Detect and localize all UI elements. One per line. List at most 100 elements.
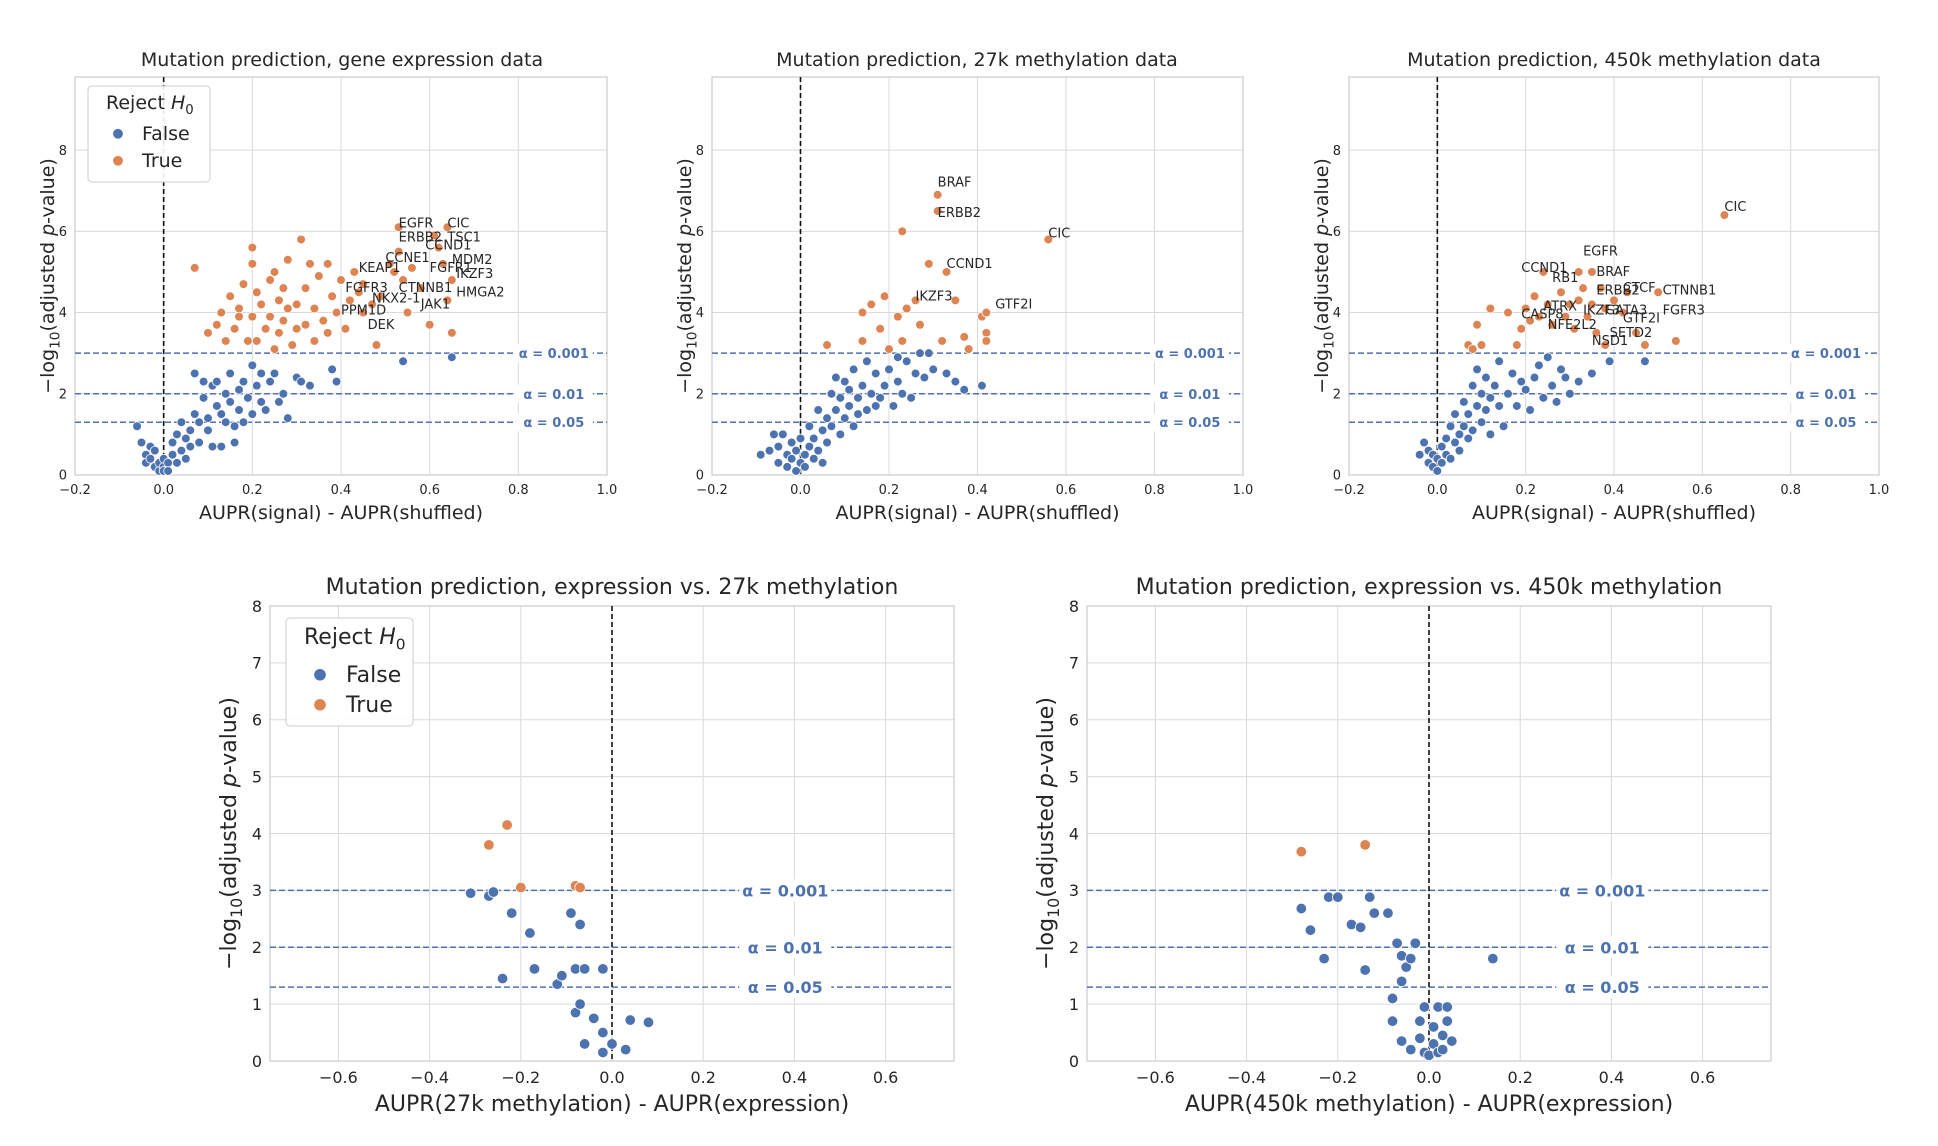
point-significant bbox=[438, 259, 448, 269]
threshold-label: α = 0.01 bbox=[1796, 388, 1857, 403]
point-not-significant bbox=[176, 417, 187, 428]
point-not-significant bbox=[1494, 401, 1504, 411]
point-not-significant bbox=[1516, 376, 1527, 387]
point-not-significant bbox=[1450, 437, 1460, 448]
point-significant bbox=[884, 344, 894, 354]
point-not-significant bbox=[1405, 1043, 1417, 1056]
point-significant bbox=[309, 303, 320, 314]
point-not-significant bbox=[1467, 380, 1478, 391]
point-significant bbox=[282, 254, 293, 265]
point-not-significant bbox=[496, 972, 509, 985]
point-not-significant bbox=[132, 421, 142, 432]
point-significant bbox=[318, 315, 329, 326]
point-not-significant bbox=[826, 421, 837, 432]
point-not-significant bbox=[229, 437, 240, 448]
threshold-label-bg bbox=[739, 879, 832, 902]
point-significant bbox=[932, 206, 943, 216]
point-significant bbox=[857, 307, 868, 318]
threshold-label-bg bbox=[1787, 413, 1865, 432]
x-tick-label: 0.0 bbox=[1416, 1068, 1441, 1087]
point-not-significant bbox=[238, 376, 249, 387]
point-significant bbox=[247, 259, 258, 269]
point-not-significant bbox=[831, 405, 841, 415]
point-not-significant bbox=[398, 356, 408, 367]
point-significant bbox=[309, 336, 320, 346]
point-not-significant bbox=[238, 417, 249, 428]
point-significant bbox=[407, 263, 417, 273]
point-not-significant bbox=[578, 1038, 591, 1050]
gene-label: SETD2 bbox=[1610, 326, 1653, 341]
point-not-significant bbox=[181, 433, 191, 444]
point-not-significant bbox=[163, 466, 173, 476]
point-significant bbox=[305, 259, 315, 269]
point-not-significant bbox=[862, 356, 872, 367]
y-axis-label: −log10(adjusted p-value) bbox=[1311, 158, 1337, 394]
point-significant bbox=[893, 311, 903, 322]
gene-label: HMGA2 bbox=[456, 285, 504, 300]
threshold-label-bg bbox=[1150, 384, 1229, 403]
point-significant bbox=[340, 323, 351, 334]
point-not-significant bbox=[528, 963, 541, 975]
point-not-significant bbox=[1485, 429, 1496, 440]
threshold-label-bg bbox=[1556, 936, 1649, 959]
point-significant bbox=[349, 267, 360, 277]
y-tick-label: 4 bbox=[59, 306, 67, 321]
point-not-significant bbox=[1476, 388, 1487, 399]
point-not-significant bbox=[773, 458, 784, 468]
point-not-significant bbox=[212, 376, 222, 387]
point-not-significant bbox=[826, 388, 837, 399]
point-not-significant bbox=[808, 453, 819, 464]
point-significant bbox=[415, 283, 426, 293]
y-tick-label: 8 bbox=[252, 597, 262, 616]
gene-label: IKZF3 bbox=[456, 267, 493, 282]
x-tick-label: −0.6 bbox=[1136, 1068, 1175, 1087]
chart-panel-3: −0.2 0.0 0.2 0.4 0.6 0.8 1.0 0 2 4 6 8 α = 0.001 α = … bbox=[1311, 49, 1889, 524]
chart-title: Mutation prediction, gene expression dat… bbox=[141, 49, 543, 71]
point-not-significant bbox=[1395, 1035, 1408, 1047]
point-not-significant bbox=[1604, 356, 1615, 367]
point-significant bbox=[389, 267, 400, 277]
point-significant bbox=[1631, 328, 1641, 338]
point-not-significant bbox=[167, 449, 178, 460]
y-tick-label: 6 bbox=[696, 225, 704, 240]
point-not-significant bbox=[777, 429, 788, 440]
point-significant bbox=[225, 291, 235, 302]
point-significant bbox=[857, 336, 868, 346]
point-not-significant bbox=[1534, 360, 1544, 371]
point-significant bbox=[442, 295, 453, 306]
gene-label: PPM1D bbox=[341, 304, 386, 319]
point-significant bbox=[822, 340, 832, 350]
point-significant bbox=[1538, 267, 1549, 277]
point-not-significant bbox=[229, 421, 240, 432]
threshold-label-bg bbox=[514, 384, 593, 403]
y-tick-label: 2 bbox=[1069, 938, 1079, 957]
point-not-significant bbox=[198, 376, 209, 387]
point-significant bbox=[260, 323, 271, 334]
point-significant bbox=[265, 275, 275, 285]
point-not-significant bbox=[835, 393, 846, 403]
point-not-significant bbox=[150, 445, 160, 456]
threshold-label: α = 0.05 bbox=[748, 978, 823, 997]
point-not-significant bbox=[274, 397, 284, 407]
point-significant bbox=[1600, 340, 1610, 350]
point-not-significant bbox=[928, 364, 939, 375]
x-tick-label: 0.6 bbox=[873, 1068, 898, 1087]
point-not-significant bbox=[1476, 417, 1487, 428]
x-axis-label: AUPR(signal) - AUPR(shuffled) bbox=[835, 502, 1119, 524]
point-not-significant bbox=[225, 397, 235, 407]
point-not-significant bbox=[795, 433, 806, 444]
x-tick-label: −0.2 bbox=[59, 483, 91, 498]
y-tick-label: 0 bbox=[1333, 469, 1341, 484]
point-not-significant bbox=[556, 969, 568, 982]
point-not-significant bbox=[1386, 992, 1399, 1005]
point-not-significant bbox=[764, 445, 775, 456]
point-not-significant bbox=[447, 352, 457, 363]
point-not-significant bbox=[1525, 405, 1535, 415]
point-not-significant bbox=[1359, 964, 1371, 976]
point-not-significant bbox=[786, 453, 797, 464]
point-not-significant bbox=[216, 409, 227, 419]
point-not-significant bbox=[1368, 907, 1380, 919]
point-significant bbox=[1595, 283, 1606, 293]
point-not-significant bbox=[1395, 975, 1408, 988]
point-not-significant bbox=[853, 393, 863, 403]
